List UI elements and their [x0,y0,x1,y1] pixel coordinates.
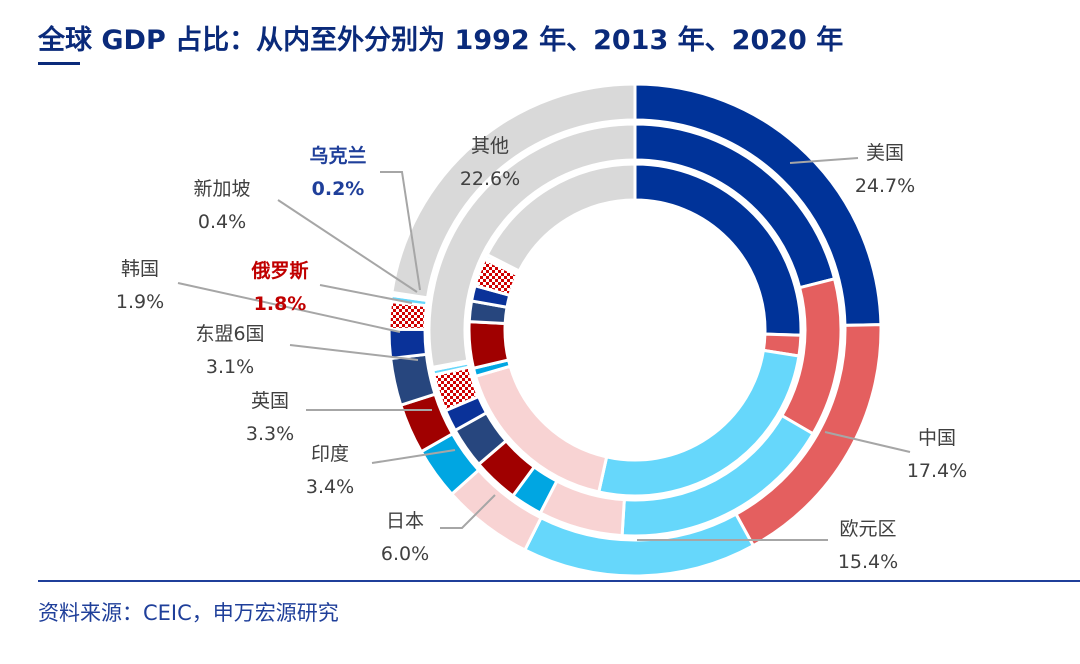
data-label-value: 0.4% [198,211,246,233]
data-label-value: 0.2% [312,178,365,200]
data-label-value: 3.3% [246,423,294,445]
ring-2020-segment-7 [387,327,429,361]
source-note: 资料来源：CEIC，申万宏源研究 [38,601,339,625]
leader-line-3 [440,494,496,529]
data-label-name: 欧元区 [839,518,896,540]
title-underline [38,62,80,65]
leader-line-10 [380,171,421,291]
data-label-name: 新加坡 [193,178,250,200]
leader-line-0 [789,157,859,164]
ring-1992-segment-5 [467,320,511,371]
chart-title: 全球 GDP 占比：从内至外分别为 1992 年、2013 年、2020 年 [38,25,844,56]
ring-1992-segment-11 [485,162,637,273]
data-label-name: 东盟6国 [195,323,264,345]
ring-2013-segment-11 [427,122,637,370]
leader-line-1 [824,431,911,453]
data-label-value: 17.4% [907,460,967,482]
ring-2020-segment-11 [390,82,637,300]
data-label-value: 6.0% [381,543,429,565]
leader-line-8 [319,284,413,304]
data-label-name: 中国 [918,427,956,449]
data-label-name: 韩国 [121,258,159,280]
data-label-value: 24.7% [855,175,915,197]
data-label-name: 美国 [866,142,904,164]
leader-line-6 [289,344,419,361]
data-label-name: 日本 [386,510,424,532]
leader-line-9 [277,199,418,293]
data-label-name: 乌克兰 [309,144,366,167]
data-label-value: 1.8% [254,293,307,315]
data-label-value: 22.6% [460,168,520,190]
data-label-value: 15.4% [838,551,898,573]
data-label-value: 3.4% [306,476,354,498]
data-label-name: 其他 [471,135,509,157]
data-label-name: 印度 [311,443,349,465]
footer-divider [38,580,1080,582]
data-label-name: 英国 [251,390,289,412]
data-label-name: 俄罗斯 [250,259,308,282]
leader-line-4 [371,449,456,464]
data-label-value: 3.1% [206,356,254,378]
leader-line-7 [177,282,401,333]
ring-2020-segment-6 [388,352,437,408]
data-label-value: 1.9% [116,291,164,313]
